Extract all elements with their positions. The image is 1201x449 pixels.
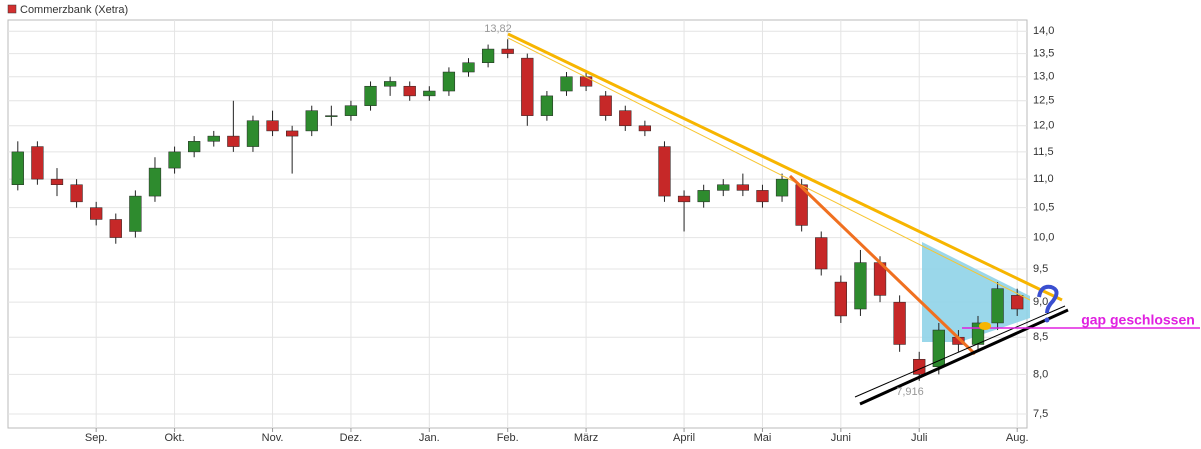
- candle-body: [207, 135, 220, 142]
- candle-body: [1011, 295, 1024, 310]
- candle-body: [775, 178, 789, 197]
- y-tick-label: 9,0: [1033, 296, 1048, 308]
- candle-body: [932, 329, 945, 368]
- candle-body: [795, 184, 808, 226]
- y-tick-label: 10,5: [1033, 202, 1054, 214]
- x-tick-label: Juli: [911, 432, 928, 444]
- trend-line: [507, 32, 1063, 302]
- y-tick-label: 9,5: [1033, 263, 1048, 275]
- trend-line: [854, 305, 1066, 398]
- candle-body: [168, 151, 181, 169]
- candle-body: [11, 151, 24, 185]
- candle-body: [31, 146, 44, 180]
- candle-body: [658, 146, 671, 197]
- candle-body: [971, 322, 985, 345]
- candles: [11, 39, 1024, 381]
- plot-frame: [7, 19, 1028, 429]
- y-tick-label: 14,0: [1033, 25, 1054, 37]
- candle-body: [90, 207, 103, 220]
- y-tick-label: 13,0: [1033, 71, 1054, 83]
- y-tick-label: 11,0: [1033, 173, 1054, 185]
- candle-body: [266, 120, 279, 132]
- trend-line: [788, 174, 977, 356]
- x-tick-label: Jan.: [419, 432, 440, 444]
- candle-body: [599, 95, 612, 116]
- legend-label: Commerzbank (Xetra): [20, 4, 128, 16]
- x-tick-label: März: [574, 432, 598, 444]
- x-tick-label: Nov.: [262, 432, 284, 444]
- x-tick-label: Feb.: [497, 432, 519, 444]
- candle-body: [697, 190, 710, 203]
- candle-body: [344, 105, 358, 116]
- x-tick-label: April: [673, 432, 695, 444]
- candle-body: [736, 184, 749, 191]
- candle-body: [50, 178, 64, 185]
- y-tick-label: 7,5: [1033, 408, 1048, 420]
- candle-body: [227, 135, 240, 147]
- grid: [8, 20, 1027, 428]
- candle-body: [834, 281, 847, 317]
- x-tick-label: Dez.: [340, 432, 363, 444]
- candle-body: [286, 130, 299, 137]
- candle-body: [619, 110, 632, 127]
- candle-body: [854, 262, 867, 310]
- candle-body: [148, 167, 162, 197]
- question-mark: [1037, 284, 1059, 314]
- gap-label: gap geschlossen: [1081, 312, 1195, 328]
- y-tick-label: 10,0: [1033, 231, 1054, 243]
- candle-body: [991, 288, 1004, 324]
- candle-body: [579, 76, 593, 87]
- y-tick-label: 13,5: [1033, 47, 1054, 59]
- trend-line: [507, 37, 1031, 301]
- low-label: 7,916: [896, 386, 924, 398]
- candle-body: [717, 184, 730, 191]
- x-tick-label: Aug.: [1006, 432, 1029, 444]
- candle-body: [383, 81, 397, 87]
- candle-body: [560, 76, 573, 92]
- candle-body: [756, 190, 769, 203]
- legend-swatch: [7, 4, 17, 14]
- y-tick-label: 12,0: [1033, 120, 1054, 132]
- candle-body: [677, 195, 691, 203]
- candle-body: [442, 71, 456, 92]
- gap-marker: [979, 322, 991, 330]
- y-tick-label: 11,5: [1033, 146, 1054, 158]
- y-tick-label: 12,5: [1033, 95, 1054, 107]
- x-tick-label: Juni: [831, 432, 851, 444]
- y-tick-label: 8,0: [1033, 368, 1048, 380]
- candle-body: [481, 48, 495, 63]
- candle-body: [109, 219, 122, 238]
- candle-body: [325, 115, 338, 117]
- candle-body: [893, 301, 906, 345]
- candle-body: [501, 48, 514, 54]
- high-label: 13,82: [484, 23, 512, 35]
- candle-body: [305, 110, 318, 132]
- question-dot: [1044, 317, 1050, 323]
- candle-body: [540, 95, 554, 116]
- candle-body: [70, 184, 83, 203]
- x-tick-label: Sep.: [85, 432, 108, 444]
- trend-line: [859, 308, 1069, 406]
- candle-body: [913, 358, 926, 375]
- candle-body: [364, 85, 377, 106]
- candle-body: [403, 85, 416, 97]
- candle-body: [188, 141, 201, 153]
- x-tick-label: Mai: [754, 432, 772, 444]
- y-tick-label: 8,5: [1033, 331, 1048, 343]
- candle-body: [246, 120, 260, 147]
- candle-body: [423, 90, 436, 97]
- candle-body: [462, 62, 475, 73]
- candle-body: [815, 237, 828, 270]
- candle-body: [521, 57, 534, 116]
- x-tick-label: Okt.: [164, 432, 184, 444]
- candle-body: [129, 195, 142, 232]
- candle-body: [638, 125, 652, 132]
